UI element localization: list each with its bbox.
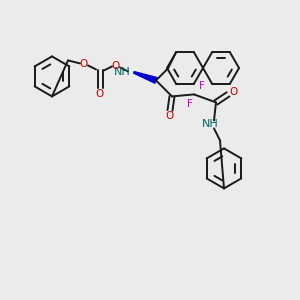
Polygon shape — [134, 72, 157, 83]
Text: NH: NH — [202, 119, 218, 129]
Text: O: O — [166, 111, 174, 122]
Text: O: O — [96, 89, 104, 99]
Text: F: F — [199, 81, 205, 92]
Text: O: O — [112, 61, 120, 71]
Text: O: O — [80, 59, 88, 69]
Text: O: O — [230, 87, 238, 98]
Text: F: F — [187, 99, 193, 110]
Text: NH: NH — [114, 68, 131, 77]
